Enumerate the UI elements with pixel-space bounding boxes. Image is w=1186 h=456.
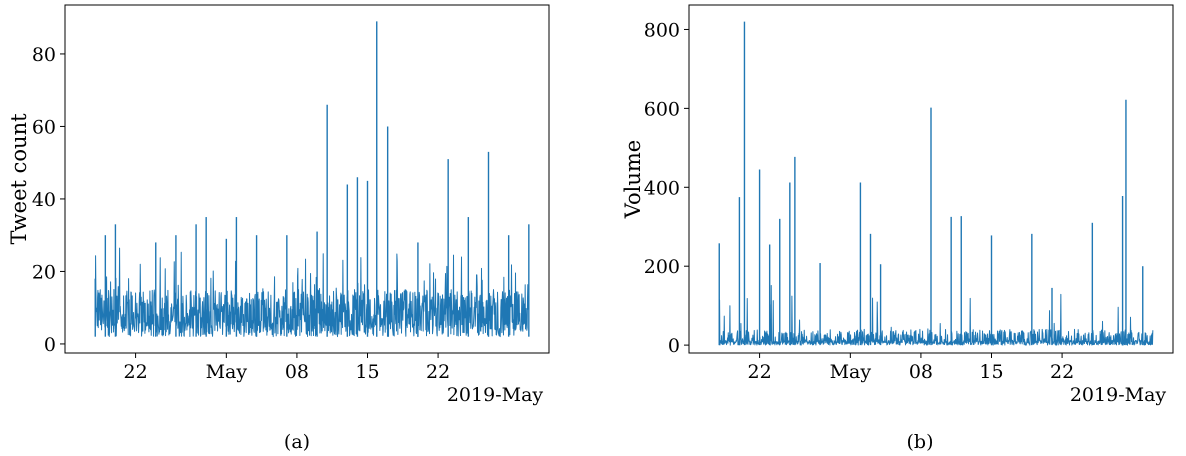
plot-a-series-line	[94, 247, 530, 338]
plot-b-y-tick-label: 400	[644, 177, 680, 199]
plot-b-x-tick-label: 22	[747, 361, 771, 383]
plot-a-y-tick-label: 40	[32, 189, 56, 211]
panel-a: 0 20 40 60 80 22 May 08 15 22 Tweet count 2019-M…	[7, 4, 550, 453]
plot-b-y-axis: 0 200 400 600 800	[644, 19, 689, 357]
plot-b-x-tick-label: 15	[979, 361, 1003, 383]
plot-b-x-tick-label: May	[830, 361, 872, 383]
plot-b-x-tick-label: 22	[1050, 361, 1074, 383]
plot-b-y-tick-label: 800	[644, 19, 680, 41]
plot-b-x-axis: 22 May 08 15 22	[747, 353, 1074, 383]
plot-a-x-tick-label: 15	[355, 361, 379, 383]
panel-b: 0 200 400 600 800 22 May 08 15 22 Volume 2019-Ma…	[621, 4, 1174, 453]
plot-a-y-tick-label: 20	[32, 261, 56, 283]
panel-b-caption: (b)	[907, 431, 934, 453]
plot-b-series-line	[718, 285, 1154, 346]
plot-b-x-offset-label: 2019-May	[1070, 384, 1167, 406]
plot-a-x-tick-label: May	[206, 361, 248, 383]
plot-b-frame	[688, 4, 1174, 354]
plot-a-x-tick-label: 08	[285, 361, 309, 383]
plot-a-x-axis: 22 May 08 15 22	[123, 353, 450, 383]
plot-a-y-axis: 0 20 40 60 80	[32, 44, 65, 356]
panel-a-caption: (a)	[284, 431, 310, 453]
plot-b-x-tick-label: 08	[909, 361, 933, 383]
plot-a-y-tick-label: 60	[32, 116, 56, 138]
plot-a-y-axis-label: Tweet count	[7, 113, 31, 245]
plot-b-y-tick-label: 200	[644, 256, 680, 278]
plot-a-x-tick-label: 22	[123, 361, 147, 383]
plot-b-y-tick-label: 600	[644, 98, 680, 120]
plot-a-y-tick-label: 80	[32, 44, 56, 66]
plot-a-frame	[64, 4, 550, 354]
plot-a-x-offset-label: 2019-May	[447, 384, 544, 406]
plot-a-x-tick-label: 22	[426, 361, 450, 383]
plot-b-y-tick-label: 0	[668, 335, 680, 357]
plot-b-data-layer	[718, 21, 1154, 346]
plot-b-y-axis-label: Volume	[621, 140, 645, 219]
plot-a-y-tick-label: 0	[44, 334, 56, 356]
plot-a-data-layer	[94, 21, 530, 338]
